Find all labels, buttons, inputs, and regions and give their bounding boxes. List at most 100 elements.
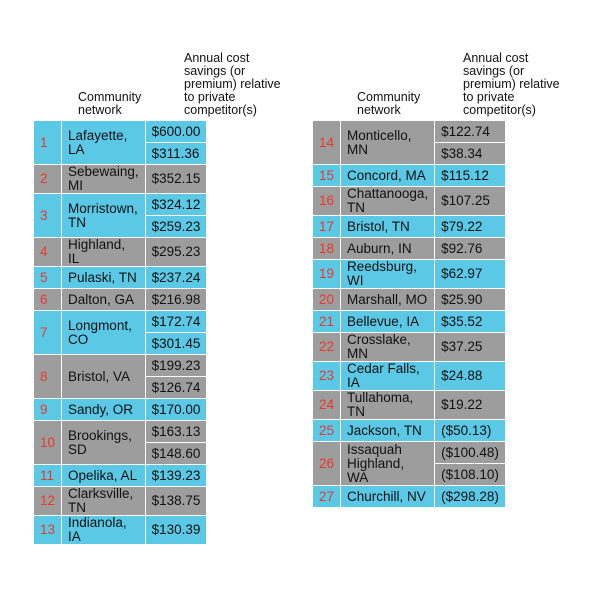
community-name: Opelika, AL — [61, 464, 146, 487]
cost-value: ($50.13) — [434, 419, 506, 442]
cost-value: $92.76 — [434, 237, 506, 260]
community-name: Brookings, SD — [61, 420, 146, 465]
community-name: Crosslake, MN — [340, 332, 436, 362]
table-row: 11 Opelika, AL $139.23 — [32, 464, 208, 487]
community-name: Clarksville, TN — [61, 486, 146, 516]
table-row: 7 Longmont, CO $172.74 — [32, 310, 208, 355]
cost-value: $172.74 — [144, 310, 208, 333]
cost-value: $35.52 — [434, 310, 506, 333]
rank-number: 13 — [32, 515, 63, 545]
cost-value: $139.23 — [144, 464, 208, 487]
left-table: 1 Lafayette, LA $600.00 $311.36 2 Sebewaing, … — [32, 120, 208, 545]
cost-value: $324.12 — [144, 193, 208, 216]
rank-number: 25 — [311, 419, 342, 442]
table-row: $126.74 — [34, 376, 208, 399]
table-row: 25 Jackson, TN ($50.13) — [311, 419, 506, 442]
table-row: 14 Monticello, MN $122.74 — [311, 120, 506, 165]
community-name: Highland, IL — [61, 237, 146, 267]
rank-number: 9 — [32, 398, 63, 421]
table-row: 4 Highland, IL $295.23 — [32, 237, 208, 267]
table-row: 5 Pulaski, TN $237.24 — [32, 266, 208, 289]
table-row: 1 Lafayette, LA $600.00 — [32, 120, 208, 165]
cost-value: $126.74 — [144, 376, 208, 399]
rank-number: 4 — [32, 237, 63, 267]
cost-value: $170.00 — [144, 398, 208, 421]
cost-value: $600.00 — [144, 120, 208, 143]
rank-number: 15 — [311, 164, 342, 187]
table-row: 27 Churchill, NV ($298.28) — [311, 485, 506, 508]
cost-value: $25.90 — [434, 288, 506, 311]
community-name: Pulaski, TN — [61, 266, 146, 289]
header-annual-cost: Annual cost savings (or premium) relativ… — [463, 51, 560, 117]
cost-value: $37.25 — [434, 332, 506, 362]
cost-value: $311.36 — [144, 142, 208, 165]
community-name: Reedsburg, WI — [340, 259, 436, 289]
table-row: 2 Sebewaing, MI $352.15 — [32, 164, 208, 194]
rank-number: 7 — [32, 310, 63, 355]
community-name: Bristol, VA — [61, 354, 146, 399]
community-name: Sebewaing, MI — [61, 164, 146, 194]
cost-value: $295.23 — [144, 237, 208, 267]
table-row: 21 Bellevue, IA $35.52 — [311, 310, 506, 333]
table-row: 8 Bristol, VA $199.23 — [32, 354, 208, 399]
rank-number: 24 — [311, 390, 342, 420]
table-row: 13 Indianola, IA $130.39 — [32, 515, 208, 545]
cost-value: $199.23 — [144, 354, 208, 377]
community-name: Sandy, OR — [61, 398, 146, 421]
table-row: 9 Sandy, OR $170.00 — [32, 398, 208, 421]
cost-value: $38.34 — [434, 142, 506, 165]
table-row: 12 Clarksville, TN $138.75 — [32, 486, 208, 516]
cost-value: ($100.48) — [434, 441, 506, 464]
rank-number: 21 — [311, 310, 342, 333]
cost-value: $19.22 — [434, 390, 506, 420]
rank-number: 14 — [311, 120, 342, 165]
table-row: 23 Cedar Falls, IA $24.88 — [311, 361, 506, 391]
community-name: Morristown, TN — [61, 193, 146, 238]
community-name: Chattanooga, TN — [340, 186, 436, 216]
community-name: Concord, MA — [340, 164, 436, 187]
rank-number: 16 — [311, 186, 342, 216]
table-row: $259.23 — [34, 215, 208, 238]
table-row: 3 Morristown, TN $324.12 — [32, 193, 208, 238]
rank-number: 18 — [311, 237, 342, 260]
rank-number: 19 — [311, 259, 342, 289]
cost-value: ($108.10) — [434, 463, 506, 486]
community-name: Bristol, TN — [340, 215, 436, 238]
table-row: 20 Marshall, MO $25.90 — [311, 288, 506, 311]
rank-number: 22 — [311, 332, 342, 362]
rank-number: 11 — [32, 464, 63, 487]
table-row: 22 Crosslake, MN $37.25 — [311, 332, 506, 362]
community-name: Longmont, CO — [61, 310, 146, 355]
cost-value: $122.74 — [434, 120, 506, 143]
cost-value: $163.13 — [144, 420, 208, 443]
rank-number: 27 — [311, 485, 342, 508]
community-name: Lafayette, LA — [61, 120, 146, 165]
table-row: ($108.10) — [313, 463, 506, 486]
rank-number: 5 — [32, 266, 63, 289]
rank-number: 20 — [311, 288, 342, 311]
rank-number: 23 — [311, 361, 342, 391]
table-row: 19 Reedsburg, WI $62.97 — [311, 259, 506, 289]
header-community-network: Community network — [78, 90, 142, 117]
table-row: $301.45 — [34, 332, 208, 355]
rank-number: 10 — [32, 420, 63, 465]
community-name: Issaquah Highland, WA — [340, 441, 436, 486]
cost-value: $107.25 — [434, 186, 506, 216]
community-name: Indianola, IA — [61, 515, 146, 545]
rank-number: 3 — [32, 193, 63, 238]
cost-value: $148.60 — [144, 442, 208, 465]
right-table: 14 Monticello, MN $122.74 $38.34 15 Concord, … — [311, 120, 506, 508]
rank-number: 6 — [32, 288, 63, 311]
table-row: 18 Auburn, IN $92.76 — [311, 237, 506, 260]
community-name: Auburn, IN — [340, 237, 436, 260]
table-row: 24 Tullahoma, TN $19.22 — [311, 390, 506, 420]
table-row: 6 Dalton, GA $216.98 — [32, 288, 208, 311]
cost-value: $301.45 — [144, 332, 208, 355]
cost-value: $237.24 — [144, 266, 208, 289]
header-annual-cost: Annual cost savings (or premium) relativ… — [184, 51, 281, 117]
table-row: 17 Bristol, TN $79.22 — [311, 215, 506, 238]
community-name: Churchill, NV — [340, 485, 436, 508]
rank-number: 17 — [311, 215, 342, 238]
rank-number: 1 — [32, 120, 63, 165]
community-name: Marshall, MO — [340, 288, 436, 311]
